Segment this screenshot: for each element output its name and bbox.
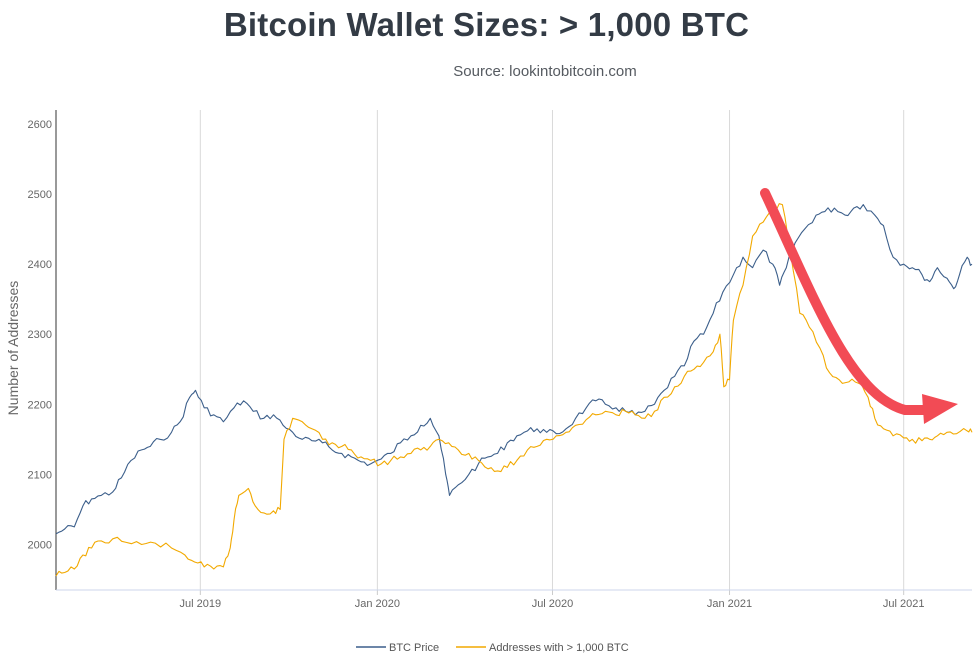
x-tick-label: Jan 2021 (707, 598, 752, 610)
legend: BTC Price Addresses with > 1,000 BTC (356, 642, 629, 654)
y-tick-label: 2600 (28, 119, 52, 131)
series-lines (55, 203, 973, 577)
chart-subtitle: Source: lookintobitcoin.com (453, 63, 637, 80)
series-line-btc-price (55, 204, 973, 535)
x-tick-label: Jul 2020 (532, 598, 574, 610)
x-tick-label: Jul 2021 (883, 598, 925, 610)
gridlines (199, 110, 905, 590)
y-tick-label: 2000 (28, 539, 52, 551)
axes: Jul 2019 Jan 2020 Jul 2020 Jan 2021 Jul 2021… (5, 110, 972, 610)
x-tick-label: Jan 2020 (355, 598, 400, 610)
y-tick-label: 2500 (28, 189, 52, 201)
trend-arrow-shaft (760, 188, 930, 415)
y-tick-label: 2100 (28, 469, 52, 481)
legend-label[interactable]: BTC Price (389, 642, 439, 654)
y-tick-label: 2400 (28, 259, 52, 271)
trend-arrow-head (922, 394, 958, 424)
legend-label[interactable]: Addresses with > 1,000 BTC (489, 642, 629, 654)
series-line-addresses (55, 203, 973, 577)
chart-title: Bitcoin Wallet Sizes: > 1,000 BTC (223, 6, 750, 43)
annotations (760, 188, 958, 424)
x-tick-label: Jul 2019 (180, 598, 222, 610)
y-axis-title: Number of Addresses (5, 281, 21, 416)
y-tick-label: 2300 (28, 329, 52, 341)
y-tick-label: 2200 (28, 399, 52, 411)
